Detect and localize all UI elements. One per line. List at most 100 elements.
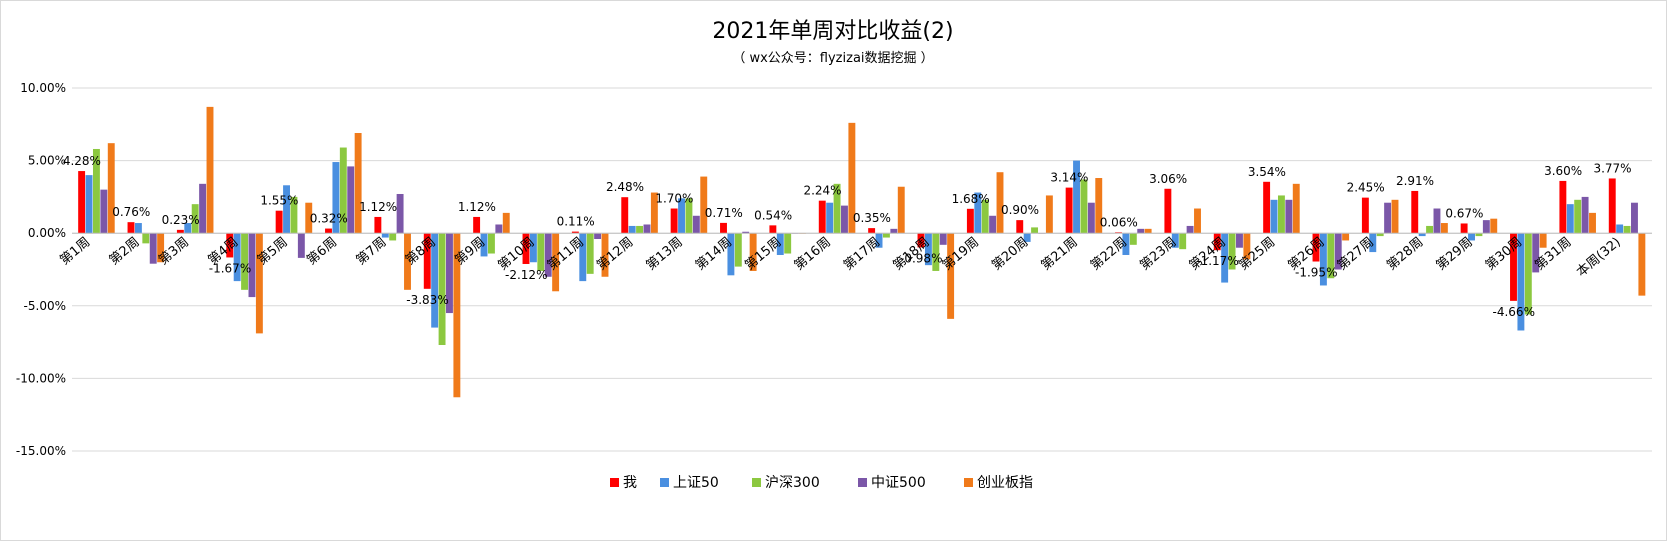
bar-创业板指-第10周 (552, 233, 560, 292)
bar-沪深300-第23周 (1179, 233, 1187, 250)
bar-上证50-第26周 (1319, 233, 1327, 286)
bar-沪深300-第28周 (1426, 225, 1434, 234)
data-label: 2.24% (803, 184, 841, 198)
y-tick-label: 5.00% (28, 154, 66, 168)
bar-创业板指-第3周 (206, 106, 214, 234)
bar-沪深300-第13周 (685, 198, 693, 234)
bar-上证50-第22周 (1122, 233, 1130, 255)
bar-我-第25周 (1263, 181, 1271, 234)
data-label: 1.12% (458, 200, 496, 214)
data-label: 0.06% (1100, 215, 1138, 229)
bar-上证50-第20周 (1023, 233, 1031, 242)
data-label: 2.45% (1347, 181, 1385, 195)
bar-中证500-第2周 (149, 233, 157, 264)
bar-我-第24周 (1213, 233, 1221, 251)
bar-上证50-第11周 (579, 233, 587, 282)
bar-我-第28周 (1411, 190, 1419, 234)
bar-我-第2周 (127, 222, 135, 234)
data-label: 0.23% (162, 213, 200, 227)
bar-沪深300-第19周 (981, 199, 989, 234)
legend-swatch (660, 478, 669, 487)
bar-上证50-第18周 (924, 233, 932, 266)
data-label: 3.60% (1544, 164, 1582, 178)
bar-我-第23周 (1164, 188, 1172, 234)
bar-中证500-第7周 (396, 193, 404, 234)
bar-中证500-第6周 (347, 166, 355, 234)
bar-上证50-第17周 (875, 233, 883, 248)
data-label: 1.70% (655, 192, 693, 206)
bar-上证50-第23周 (1171, 233, 1179, 248)
bar-中证500-第22周 (1137, 228, 1145, 234)
bar-上证50-第8周 (431, 233, 439, 328)
data-label: 3.06% (1149, 172, 1187, 186)
legend-swatch (752, 478, 761, 487)
bar-创业板指-第30周 (1539, 233, 1547, 248)
data-label: -1.17% (1196, 254, 1238, 268)
data-label: -1.67% (209, 261, 251, 275)
legend-label: 中证500 (871, 475, 926, 491)
bar-中证500-第11周 (594, 233, 602, 240)
bar-沪深300-第11周 (586, 233, 594, 274)
bar-中证500-第1周 (100, 189, 108, 234)
legend: 我 上证50 沪深300 中证500 创业板指 (610, 475, 1033, 491)
data-label: 0.90% (1001, 203, 1039, 217)
bar-中证500-第29周 (1482, 220, 1490, 234)
bar-我-第18周 (917, 233, 925, 248)
bar-创业板指-第28周 (1440, 223, 1448, 234)
bar-中证500-第19周 (989, 215, 997, 234)
bar-我-第4周 (226, 233, 234, 258)
data-label: 4.28% (63, 154, 101, 168)
bar-创业板指-第9周 (502, 212, 510, 234)
legend-label: 我 (623, 475, 637, 491)
y-tick-label: -10.00% (16, 371, 66, 385)
legend-swatch (610, 478, 619, 487)
data-label: 1.12% (359, 200, 397, 214)
bar-沪深300-第31周 (1574, 199, 1582, 234)
bar-我-第10周 (522, 233, 530, 264)
bar-中证500-第12周 (643, 224, 651, 234)
bar-中证500-第26周 (1334, 233, 1342, 270)
bar-沪深300-第6周 (339, 147, 347, 234)
bar-上证50-第6周 (332, 162, 340, 234)
bar-沪深300-第20周 (1031, 227, 1039, 234)
bar-沪深300-第30周 (1524, 233, 1532, 315)
bar-上证50-第14周 (727, 233, 735, 276)
bar-创业板指-第17周 (897, 186, 905, 234)
bar-我-第1周 (78, 171, 86, 234)
chart-subtitle: （ wx公众号：flyzizai数据挖掘 ） (732, 51, 933, 66)
bar-创业板指-第7周 (404, 233, 411, 290)
data-label: 3.77% (1593, 161, 1631, 175)
bars (78, 106, 1646, 398)
bar-沪深300-第8周 (438, 233, 446, 346)
chart-title: 2021年单周对比收益(2) (712, 19, 953, 44)
bar-上证50-第25周 (1270, 199, 1278, 234)
bar-创业板指-第2周 (157, 233, 165, 263)
data-label: 0.76% (112, 205, 150, 219)
bar-中证500-第3周 (199, 183, 207, 234)
bar-沪深300-第16周 (833, 183, 841, 234)
bar-创业板指-第24周 (1243, 233, 1251, 260)
bar-中证500-第31周 (1581, 196, 1589, 234)
legend-swatch (858, 478, 867, 487)
bar-上证50-第15周 (776, 233, 784, 255)
bar-沪深300-第17周 (882, 233, 890, 238)
data-label: 0.54% (754, 208, 792, 222)
bar-沪深300-第10周 (537, 233, 545, 271)
bar-创业板指-本周(32) (1638, 233, 1646, 296)
bar-创业板指-第11周 (601, 233, 609, 277)
bar-我-第7周 (374, 216, 382, 234)
bar-我-第8周 (423, 233, 431, 289)
y-axis-ticks: 10.00% 5.00% 0.00% -5.00% -10.00% -15.00% (16, 81, 66, 458)
bar-我-第17周 (868, 228, 876, 234)
data-label: 0.35% (853, 211, 891, 225)
bar-上证50-第10周 (529, 233, 537, 263)
bar-创业板指-第18周 (947, 233, 955, 319)
bar-沪深300-第3周 (191, 204, 199, 234)
data-label: 3.14% (1050, 171, 1088, 185)
data-label: 2.48% (606, 180, 644, 194)
bar-我-第29周 (1460, 223, 1468, 234)
bar-创业板指-第26周 (1342, 233, 1350, 241)
y-tick-label: 10.00% (20, 81, 66, 95)
